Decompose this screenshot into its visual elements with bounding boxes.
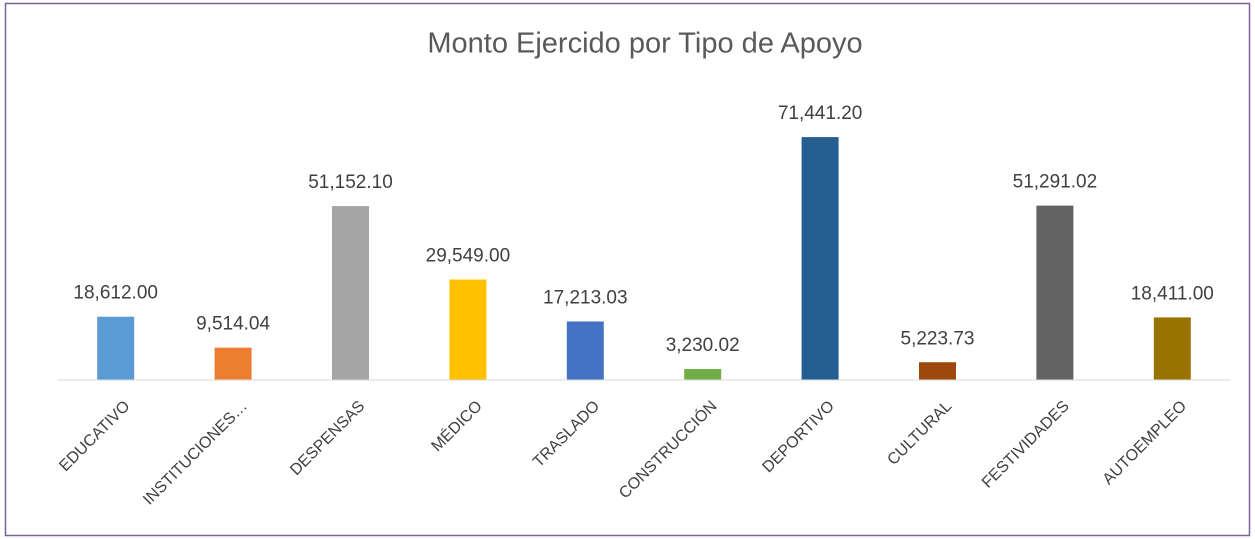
bar <box>566 321 604 380</box>
data-label: 29,549.00 <box>426 246 511 267</box>
bar <box>801 137 839 380</box>
bar <box>684 369 722 380</box>
bar <box>97 316 135 380</box>
data-label: 17,213.03 <box>543 287 628 308</box>
bar <box>449 279 487 380</box>
bar <box>1036 205 1074 380</box>
data-label: 71,441.20 <box>778 103 863 124</box>
bar <box>214 347 252 380</box>
bar <box>1153 317 1191 380</box>
data-label: 5,223.73 <box>901 328 975 349</box>
bar <box>919 362 956 380</box>
data-label: 3,230.02 <box>666 335 740 356</box>
data-label: 18,612.00 <box>73 283 158 304</box>
data-label: 9,514.04 <box>196 314 270 335</box>
data-label: 51,291.02 <box>1013 172 1098 193</box>
chart-title: Monto Ejercido por Tipo de Apoyo <box>427 28 862 60</box>
data-label: 18,411.00 <box>1131 283 1214 304</box>
bar <box>332 206 369 380</box>
data-label: 51,152.10 <box>308 172 393 193</box>
